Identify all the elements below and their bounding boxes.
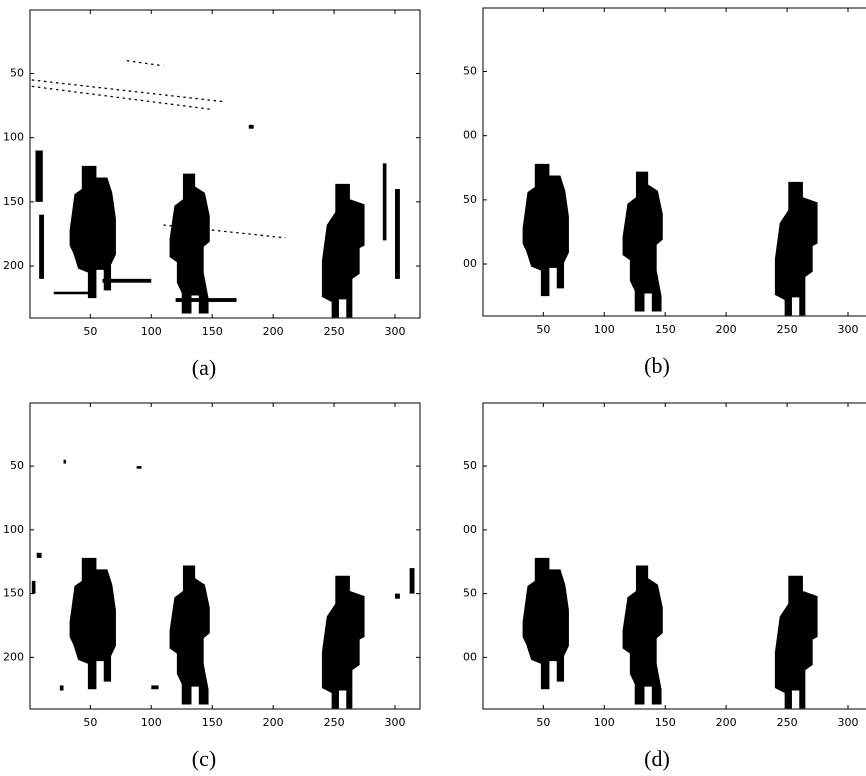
y-tick-label: 150 — [3, 587, 24, 600]
x-tick-label: 100 — [594, 716, 615, 729]
x-tick-label: 200 — [716, 323, 737, 336]
x-tick-label: 50 — [83, 716, 97, 729]
y-tick-label: 00 — [463, 129, 477, 142]
page: {"chart_data": [ {"type": "image", "capt… — [0, 0, 866, 776]
y-tick-label: 00 — [463, 650, 477, 663]
x-tick-label: 300 — [385, 716, 406, 729]
image-panel: 50 100 150 200 250 300 50 00 50 00 (d) — [463, 403, 866, 771]
caption: (b) — [644, 353, 670, 378]
x-tick-label: 250 — [777, 716, 798, 729]
x-tick-label: 50 — [536, 716, 550, 729]
image-panel: 50 100 150 200 250 300 50 00 50 00 (b) — [463, 8, 866, 378]
x-tick-label: 250 — [777, 323, 798, 336]
x-tick-label: 250 — [324, 716, 345, 729]
y-tick-label: 50 — [463, 193, 477, 206]
x-tick-label: 100 — [141, 325, 162, 338]
x-tick-label: 150 — [202, 325, 223, 338]
x-tick-label: 150 — [655, 716, 676, 729]
y-tick-label: 00 — [463, 257, 477, 270]
x-tick-label: 50 — [536, 323, 550, 336]
x-tick-label: 300 — [838, 323, 859, 336]
y-tick-label: 200 — [3, 650, 24, 663]
x-tick-label: 200 — [263, 716, 284, 729]
x-tick-label: 300 — [385, 325, 406, 338]
x-tick-label: 200 — [716, 716, 737, 729]
y-tick-label: 100 — [3, 131, 24, 144]
image-panel: 50 100 150 200 250 300 50 100 150 200 (c) — [3, 403, 420, 771]
caption: (d) — [644, 746, 670, 771]
caption: (a) — [192, 355, 216, 380]
y-tick-label: 150 — [3, 195, 24, 208]
y-tick-label: 50 — [463, 65, 477, 78]
image-panel: 50 100 150 200 250 300 50 100 150 200 (a) — [3, 10, 420, 380]
y-tick-label: 50 — [10, 67, 24, 80]
y-tick-label: 00 — [463, 523, 477, 536]
y-tick-label: 200 — [3, 259, 24, 272]
x-tick-label: 50 — [83, 325, 97, 338]
figure: 50 100 150 200 250 300 50 100 150 200 (a) 50 100 150 2… — [0, 0, 866, 776]
x-tick-label: 100 — [594, 323, 615, 336]
x-tick-label: 300 — [838, 716, 859, 729]
x-tick-label: 200 — [263, 325, 284, 338]
y-tick-label: 50 — [463, 459, 477, 472]
x-tick-label: 150 — [655, 323, 676, 336]
y-tick-label: 50 — [463, 587, 477, 600]
x-tick-label: 150 — [202, 716, 223, 729]
x-tick-label: 100 — [141, 716, 162, 729]
caption: (c) — [192, 746, 216, 771]
x-tick-label: 250 — [324, 325, 345, 338]
y-tick-label: 100 — [3, 523, 24, 536]
y-tick-label: 50 — [10, 459, 24, 472]
